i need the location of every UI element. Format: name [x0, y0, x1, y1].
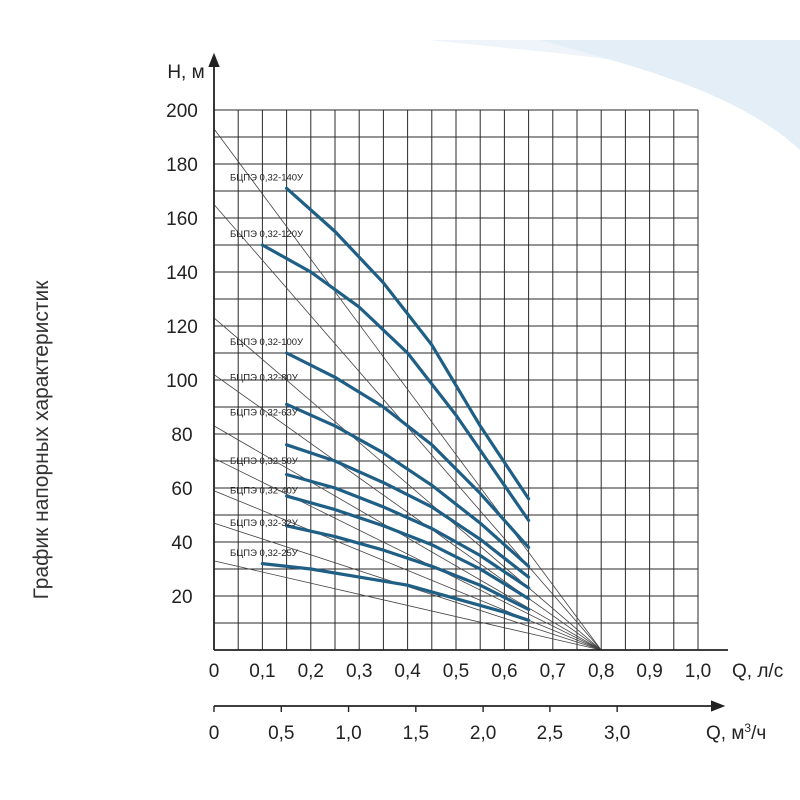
series-label: БЦПЭ 0,32-120У	[230, 229, 304, 240]
x-axis-label: Q, л/с	[732, 661, 783, 682]
series-curve	[285, 494, 531, 601]
x2-tick-label: 1,5	[403, 723, 429, 744]
y-tick-label: 80	[171, 425, 192, 446]
series-label: БЦПЭ 0,32-80У	[230, 372, 299, 383]
x2-tick-label: 1,0	[335, 723, 361, 744]
reference-line	[213, 317, 602, 651]
y-tick-label: 140	[166, 263, 198, 284]
reference-line	[213, 374, 602, 651]
x2-tick-label: 2,0	[470, 723, 496, 744]
x2-tick-label: 2,5	[537, 723, 563, 744]
y-tick-label: 20	[171, 587, 192, 608]
x-tick-label: 0,6	[491, 661, 517, 682]
y-tick-label: 200	[166, 101, 198, 122]
x-tick-label: 0,1	[249, 661, 275, 682]
series-curve	[285, 443, 531, 579]
labels: БЦПЭ 0,32-140У БЦПЭ 0,32-120У БЦПЭ 0,32-10…	[166, 62, 783, 744]
series-curve	[285, 186, 531, 501]
y-tick-label: 100	[166, 371, 198, 392]
x-tick-label: 1,0	[685, 661, 711, 682]
series-label: БЦПЭ 0,32-32У	[230, 518, 299, 529]
reference-line	[213, 560, 602, 651]
series-label: БЦПЭ 0,32-63У	[230, 407, 299, 418]
series-label: БЦПЭ 0,32-40У	[230, 486, 299, 497]
series-curves	[260, 186, 531, 622]
x-tick-label: 0,8	[588, 661, 614, 682]
reference-line	[213, 425, 602, 651]
y-tick-label: 180	[166, 155, 198, 176]
series-label: БЦПЭ 0,32-100У	[230, 337, 304, 348]
y-tick-label: 120	[166, 317, 198, 338]
x2-tick-label: 0,5	[268, 723, 294, 744]
reference-line	[213, 128, 602, 651]
x-tick-label: 0,4	[394, 661, 421, 682]
series-curve	[285, 402, 531, 568]
series-curve	[260, 243, 531, 522]
x-tick-label: 0,7	[540, 661, 566, 682]
y-tick-label: 40	[171, 533, 192, 554]
reference-line	[213, 490, 602, 651]
reference-lines	[213, 128, 602, 651]
series-curve	[285, 472, 531, 590]
series-label: БЦПЭ 0,32-25У	[230, 548, 299, 559]
x-tick-label: 0,3	[346, 661, 372, 682]
y-tick-label: 60	[171, 479, 192, 500]
x-tick-label: 0,9	[636, 661, 662, 682]
series-label: БЦПЭ 0,32-140У	[230, 173, 304, 184]
x2-tick-label: 3,0	[604, 723, 630, 744]
x2-axis-label: Q, м3/ч	[706, 721, 766, 744]
x-tick-label: 0	[209, 661, 220, 682]
series-curve	[285, 351, 531, 549]
y-axis-label: H, м	[167, 62, 204, 83]
x2-tick-label: 0	[209, 723, 220, 744]
series-curve	[260, 562, 531, 622]
reference-line	[213, 457, 602, 651]
series-label: БЦПЭ 0,32-50У	[230, 456, 299, 467]
y-tick-label: 160	[166, 209, 198, 230]
x-tick-label: 0,2	[298, 661, 324, 682]
series-curve	[285, 524, 531, 612]
axes	[208, 52, 728, 712]
x-tick-label: 0,5	[443, 661, 469, 682]
